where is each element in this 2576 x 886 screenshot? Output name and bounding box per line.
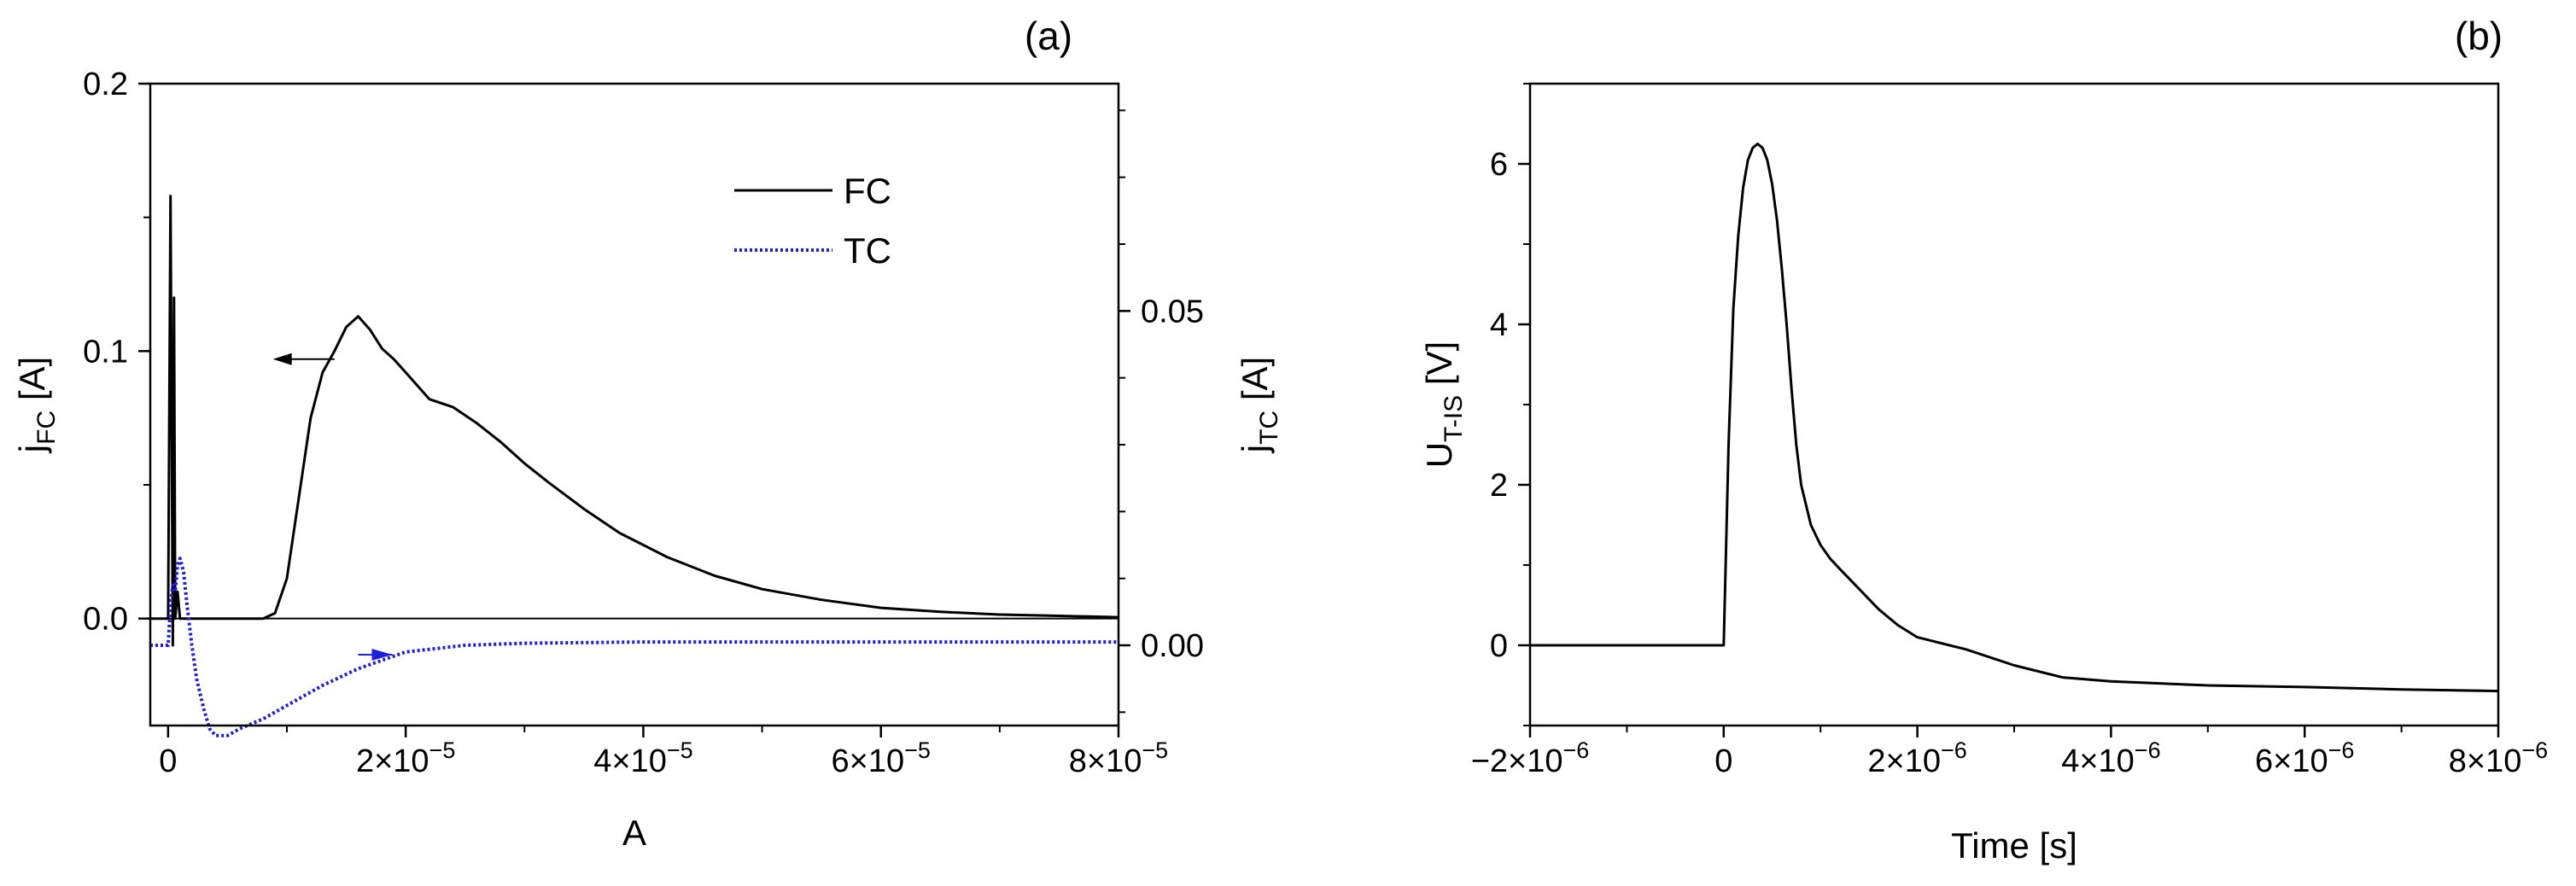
fc-axis-arrow-head [272, 353, 292, 365]
x-tick-label: 0 [159, 743, 177, 779]
series-line-tc [150, 557, 1119, 737]
x-tick-label: 8×10−6 [2449, 737, 2548, 779]
x-tick-label: −2×10−6 [1471, 737, 1590, 779]
panel-a-label: (a) [1025, 14, 1072, 58]
panel-a-x-ticks: 0 2×10−5 4×10−5 6×10−5 8×10−5 [159, 726, 1168, 779]
legend-label-tc: TC [844, 230, 891, 271]
x-tick-label: 2×10−5 [356, 737, 455, 779]
ylabel-b-main: U [1419, 442, 1459, 468]
x-tick-label: 4×10−6 [2061, 737, 2160, 779]
panel-b-y-axis-label: UT-IS [V] [1419, 341, 1468, 468]
panel-a-y-ticks-right: 0.00 0.05 [1119, 109, 1204, 714]
y-tick-label: 0 [1490, 628, 1508, 664]
x-tick-label: 6×10−6 [2255, 737, 2354, 779]
ylabel-left-unit: [A] [12, 357, 52, 411]
panel-b: (b) −2×10−6 0 2×10−6 4×10−6 6×10−6 8×10−6 0 2 4… [1419, 14, 2548, 866]
panel-a-annotations [272, 353, 393, 661]
ylabel-right-unit: [A] [1235, 357, 1275, 411]
y-tick-label: 6 [1490, 147, 1508, 183]
panel-a-x-axis-label: A [622, 813, 646, 853]
y-tick-label: 2 [1490, 468, 1508, 504]
panel-a-axes-frame [149, 82, 1120, 727]
x-tick-label: 8×10−5 [1069, 737, 1168, 779]
panel-a-y-axis-label-left: jFC [A] [12, 357, 61, 454]
ylabel-left-sub: FC [32, 411, 61, 445]
panel-b-series [1530, 143, 2499, 693]
y-left-tick-label: 0.2 [83, 67, 128, 102]
panel-b-axes-frame [1528, 82, 2500, 727]
y-right-tick-label: 0.05 [1141, 294, 1204, 329]
series-line-u-tis [1530, 143, 2499, 693]
panel-a: (a) 0 2×10−5 4×10−5 6×10−5 8×10−5 0.00.10.2 … [12, 14, 1283, 853]
ylabel-b-sub: T-IS [1440, 395, 1468, 442]
panel-a-series [150, 195, 1119, 737]
panel-a-y-axis-label-right: jTC [A] [1235, 357, 1283, 454]
x-tick-label: 6×10−5 [832, 737, 931, 779]
series-line-fc [150, 195, 1119, 647]
x-tick-label: 0 [1714, 743, 1732, 779]
panel-a-legend: FC TC [734, 171, 891, 271]
y-right-tick-label: 0.00 [1141, 628, 1204, 664]
y-left-tick-label: 0.0 [83, 602, 128, 638]
panel-b-y-ticks: 0 2 4 6 [1490, 83, 1530, 726]
panel-b-x-ticks: −2×10−6 0 2×10−6 4×10−6 6×10−6 8×10−6 [1471, 726, 2548, 779]
ylabel-b-unit: [V] [1419, 341, 1459, 395]
panel-b-x-axis-label: Time [s] [1951, 825, 2077, 866]
panel-b-label: (b) [2455, 14, 2503, 58]
x-tick-label: 4×10−5 [593, 737, 692, 779]
y-tick-label: 4 [1490, 307, 1508, 343]
ylabel-right-main: j [1235, 445, 1275, 454]
panel-a-y-ticks-left: 0.0 0.1 0.2 [83, 67, 150, 638]
y-left-tick-label: 0.1 [83, 334, 128, 370]
legend-label-fc: FC [844, 171, 891, 211]
x-tick-label: 2×10−6 [1867, 737, 1966, 779]
tc-axis-arrow-head [371, 648, 393, 661]
ylabel-left-main: j [12, 445, 52, 454]
ylabel-right-sub: TC [1255, 411, 1283, 445]
